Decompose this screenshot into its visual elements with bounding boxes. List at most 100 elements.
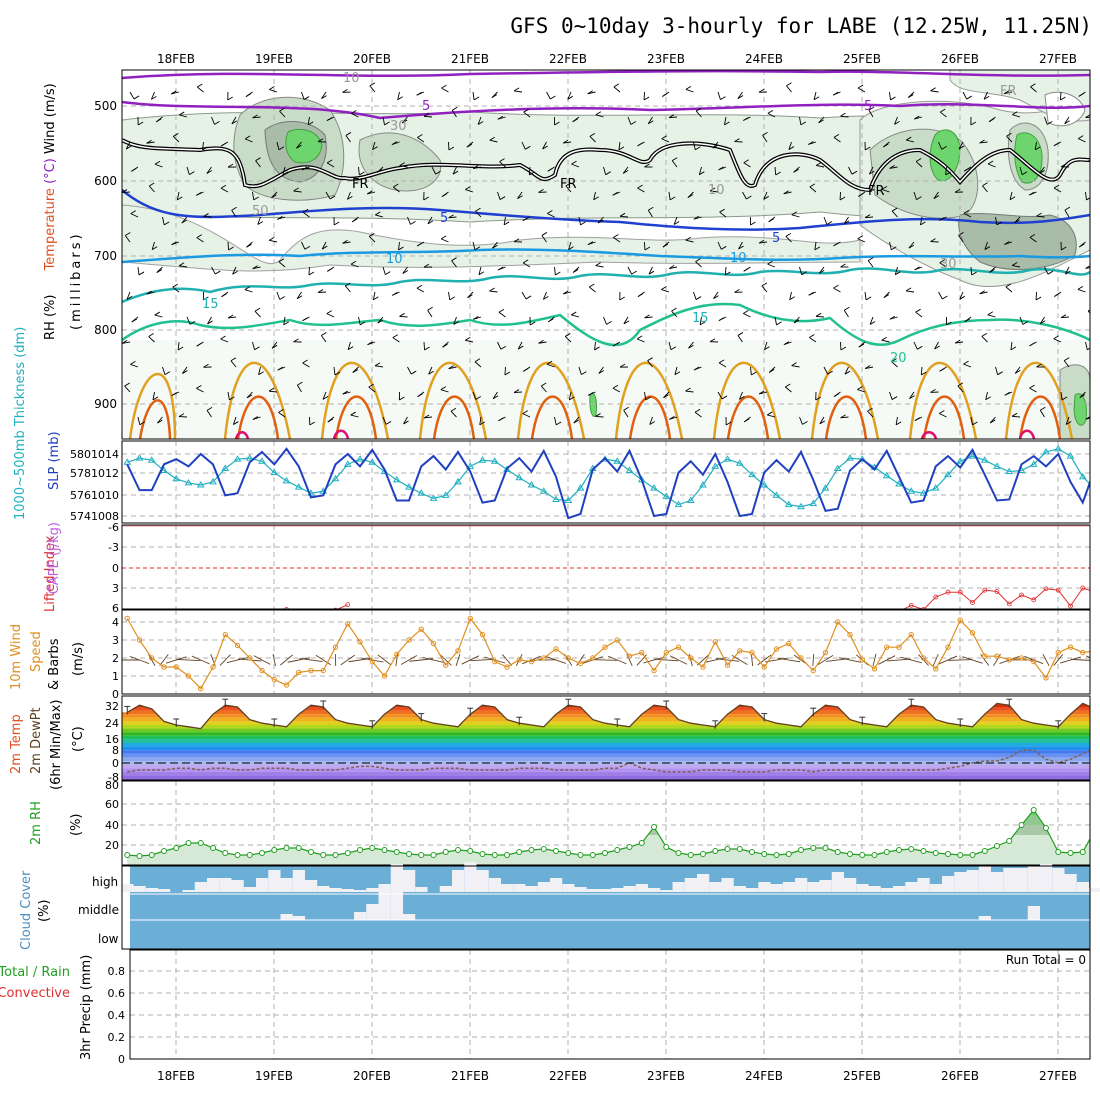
wind-barb	[479, 416, 482, 425]
wind-barb	[164, 371, 171, 375]
wind-barb	[865, 366, 874, 369]
cloud-high-bar	[599, 889, 612, 892]
wind-barb	[1064, 266, 1070, 275]
wind-barb	[232, 416, 237, 425]
li-tick: -6	[108, 521, 119, 534]
wind-barb	[734, 138, 740, 142]
wind-speed-point	[749, 649, 755, 656]
wind-speed-point	[884, 644, 890, 650]
wind-barb	[293, 190, 302, 193]
wind-barb	[814, 241, 817, 250]
cloud-high-bar	[354, 890, 367, 892]
wind-barb	[308, 271, 315, 276]
wind-barb	[984, 246, 991, 250]
wind-barb	[750, 366, 752, 376]
wind-barb	[427, 216, 433, 225]
wind-barb	[661, 286, 667, 290]
wind-barb	[146, 290, 153, 295]
wind-barb	[581, 371, 587, 376]
top-date-label: 22FEB	[549, 52, 587, 66]
thickness-point	[980, 456, 989, 463]
cloud-middle-bar	[280, 914, 293, 920]
rh-point	[957, 852, 964, 858]
wind-barb	[220, 338, 229, 343]
wind-barb	[840, 416, 849, 419]
wind-barb	[751, 371, 757, 376]
rh-point	[259, 850, 265, 856]
wind-barb	[450, 407, 457, 412]
wind-barbs-10m	[122, 653, 1090, 667]
wind-tick: 4	[112, 616, 119, 629]
wind-barb	[815, 396, 821, 401]
wind-barb	[1040, 406, 1046, 411]
wind-barb	[783, 341, 790, 345]
wind-barb	[1087, 309, 1090, 312]
wind-barb	[232, 270, 238, 275]
wind-barb	[939, 413, 947, 418]
wind-barb	[139, 421, 146, 426]
wind-barb	[743, 162, 751, 168]
wind-barb	[1039, 316, 1045, 325]
rh-point	[1093, 828, 1098, 833]
wind-barb	[428, 370, 434, 375]
wind-barb	[761, 282, 768, 287]
rh-point	[442, 849, 449, 855]
wind-barb	[799, 266, 803, 275]
thickness-point	[686, 496, 695, 503]
wind-barb	[1036, 363, 1042, 368]
wind-barb	[407, 216, 411, 225]
wind-barb	[326, 117, 333, 122]
wind-barb	[317, 289, 324, 293]
wind-barb	[177, 341, 180, 351]
wind-speed-point	[1031, 658, 1037, 665]
wind-barb	[322, 391, 327, 400]
wind-barb	[812, 653, 815, 667]
thickness-point	[760, 481, 769, 488]
wind-barb	[492, 395, 499, 400]
wind-barb	[942, 295, 948, 300]
temp-band	[122, 732, 1090, 736]
wind-barb	[988, 118, 995, 123]
thickness-point	[343, 460, 352, 467]
wind-barb	[440, 386, 447, 391]
wind-barb	[126, 291, 131, 300]
wind-speed-point	[933, 666, 939, 672]
wind-barb	[578, 216, 581, 225]
wind-barb	[784, 386, 792, 393]
wind-barb	[416, 284, 423, 289]
thickness-point	[1042, 447, 1050, 455]
wind-barb	[231, 206, 237, 211]
wind-barb	[1035, 146, 1041, 151]
wind-barb	[1053, 142, 1060, 147]
wind-barb	[767, 263, 776, 268]
wind-speed-point	[234, 642, 241, 649]
wind-barb	[522, 217, 529, 222]
wind-barb	[252, 416, 259, 420]
rh-point	[283, 845, 290, 851]
wind-speed-point	[590, 655, 596, 661]
wind-barb	[301, 241, 306, 250]
wind-barb	[963, 209, 970, 214]
wind-barb	[547, 213, 555, 218]
wind-barb	[232, 266, 237, 275]
wind-barb	[1019, 316, 1024, 325]
wind-barb	[721, 245, 727, 250]
wind-barb	[1004, 391, 1010, 396]
wind-barb	[843, 309, 849, 318]
wind-barb	[129, 655, 150, 665]
rh-point	[932, 850, 939, 856]
wind-barb	[276, 141, 280, 150]
wind-barb	[588, 286, 596, 293]
wind-barb	[148, 185, 155, 193]
wind-barb	[815, 162, 822, 166]
wind-barb	[473, 166, 482, 169]
wind-barb	[500, 345, 507, 350]
thickness-point	[1029, 460, 1038, 467]
cloud-high-bar	[648, 888, 661, 892]
rh-point	[540, 846, 547, 852]
wind-barb	[941, 145, 947, 150]
wind-speed-point	[541, 655, 547, 661]
wind-barb	[671, 160, 678, 168]
thickness-point	[135, 454, 144, 461]
wind-barb	[668, 265, 675, 269]
